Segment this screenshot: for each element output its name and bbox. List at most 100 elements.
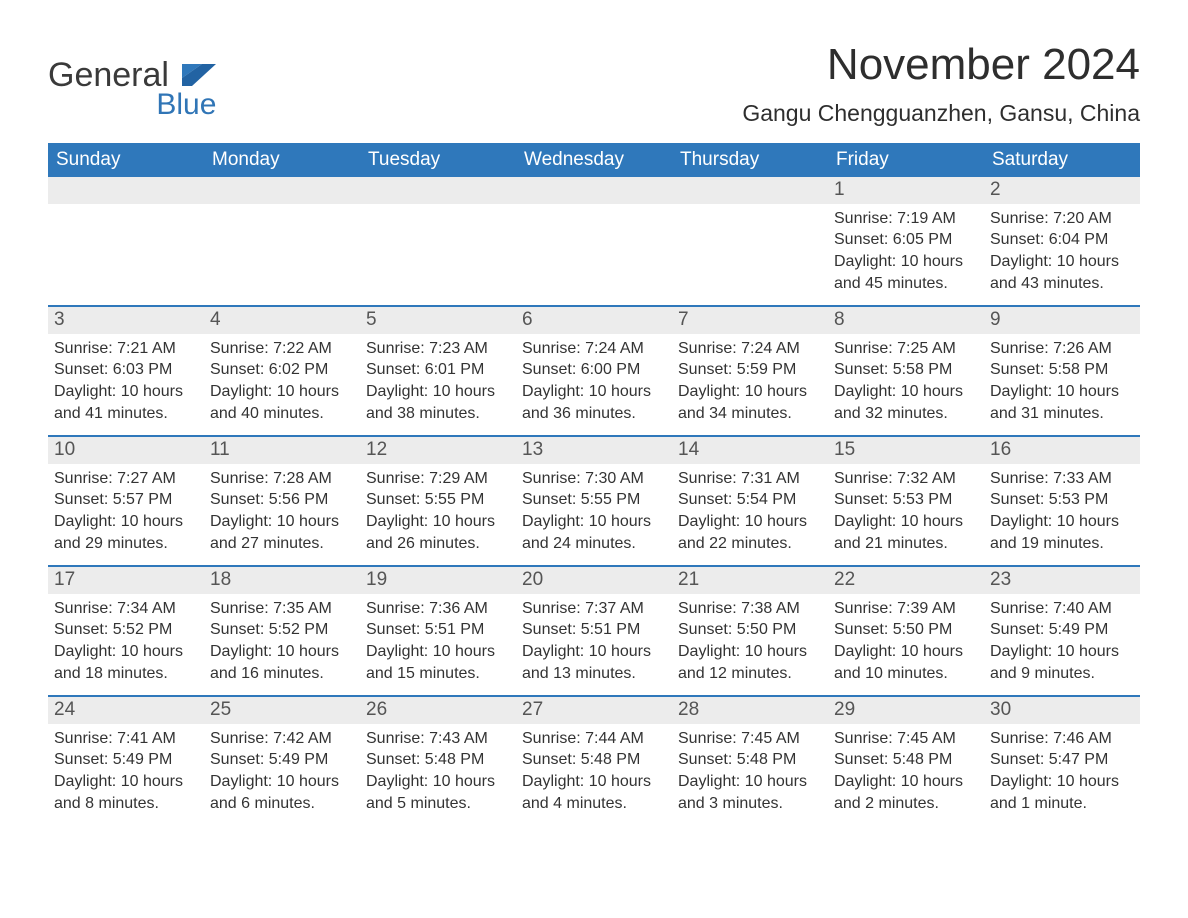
sunrise-line-label: Sunrise: [678, 470, 741, 487]
daylight-line: Daylight: 10 hours and 21 minutes. [834, 511, 978, 554]
sunset-line-value: 5:56 PM [269, 491, 329, 508]
sunrise-line: Sunrise: 7:28 AM [210, 468, 354, 490]
sunrise-line: Sunrise: 7:38 AM [678, 598, 822, 620]
daylight-line-label: Daylight: [366, 513, 433, 530]
sunrise-line-value: 7:39 AM [897, 600, 956, 617]
sunset-line: Sunset: 5:55 PM [366, 489, 510, 511]
day-cell: 15Sunrise: 7:32 AMSunset: 5:53 PMDayligh… [828, 436, 984, 566]
daylight-line: Daylight: 10 hours and 12 minutes. [678, 641, 822, 684]
sunset-line-value: 5:52 PM [269, 621, 329, 638]
sunrise-line-value: 7:37 AM [585, 600, 644, 617]
day-cell: 4Sunrise: 7:22 AMSunset: 6:02 PMDaylight… [204, 306, 360, 436]
week-row: 3Sunrise: 7:21 AMSunset: 6:03 PMDaylight… [48, 306, 1140, 436]
title-block: November 2024 Gangu Chengguanzhen, Gansu… [742, 40, 1140, 137]
sunset-line-label: Sunset: [210, 751, 269, 768]
sunrise-line: Sunrise: 7:36 AM [366, 598, 510, 620]
sunset-line-value: 6:01 PM [425, 361, 485, 378]
sunrise-line-value: 7:46 AM [1053, 730, 1112, 747]
daylight-line-label: Daylight: [210, 643, 277, 660]
daylight-line: Daylight: 10 hours and 16 minutes. [210, 641, 354, 684]
week-row: 17Sunrise: 7:34 AMSunset: 5:52 PMDayligh… [48, 566, 1140, 696]
sunset-line: Sunset: 5:52 PM [54, 619, 198, 641]
day-data: Sunrise: 7:23 AMSunset: 6:01 PMDaylight:… [360, 334, 516, 424]
day-number-bar [672, 177, 828, 204]
day-data: Sunrise: 7:44 AMSunset: 5:48 PMDaylight:… [516, 724, 672, 814]
sunset-line-value: 5:57 PM [113, 491, 173, 508]
day-data: Sunrise: 7:30 AMSunset: 5:55 PMDaylight:… [516, 464, 672, 554]
brand-word-2: Blue [126, 90, 216, 120]
sunset-line: Sunset: 5:51 PM [366, 619, 510, 641]
sunrise-line: Sunrise: 7:30 AM [522, 468, 666, 490]
sunrise-line-value: 7:34 AM [117, 600, 176, 617]
daylight-line-label: Daylight: [210, 513, 277, 530]
daylight-line: Daylight: 10 hours and 34 minutes. [678, 381, 822, 424]
sunset-line: Sunset: 6:01 PM [366, 359, 510, 381]
month-title: November 2024 [742, 40, 1140, 90]
day-cell: 22Sunrise: 7:39 AMSunset: 5:50 PMDayligh… [828, 566, 984, 696]
day-number: 20 [516, 567, 672, 594]
sunrise-line-label: Sunrise: [990, 730, 1053, 747]
day-cell: 25Sunrise: 7:42 AMSunset: 5:49 PMDayligh… [204, 696, 360, 825]
daylight-line-label: Daylight: [54, 773, 121, 790]
daylight-line-label: Daylight: [210, 773, 277, 790]
sunset-line: Sunset: 5:54 PM [678, 489, 822, 511]
day-data: Sunrise: 7:38 AMSunset: 5:50 PMDaylight:… [672, 594, 828, 684]
sunset-line-label: Sunset: [522, 621, 581, 638]
day-number: 11 [204, 437, 360, 464]
day-number: 22 [828, 567, 984, 594]
daylight-line: Daylight: 10 hours and 2 minutes. [834, 771, 978, 814]
sunset-line: Sunset: 6:00 PM [522, 359, 666, 381]
sunset-line-label: Sunset: [522, 361, 581, 378]
day-data: Sunrise: 7:29 AMSunset: 5:55 PMDaylight:… [360, 464, 516, 554]
sunrise-line: Sunrise: 7:20 AM [990, 208, 1134, 230]
sunrise-line-value: 7:22 AM [273, 340, 332, 357]
daylight-line-label: Daylight: [366, 383, 433, 400]
sunset-line: Sunset: 6:03 PM [54, 359, 198, 381]
sunset-line-label: Sunset: [990, 231, 1049, 248]
sunset-line: Sunset: 6:04 PM [990, 229, 1134, 251]
day-data: Sunrise: 7:34 AMSunset: 5:52 PMDaylight:… [48, 594, 204, 684]
sunrise-line-value: 7:26 AM [1053, 340, 1112, 357]
day-number: 19 [360, 567, 516, 594]
day-number: 18 [204, 567, 360, 594]
sunset-line-value: 6:05 PM [893, 231, 953, 248]
sunrise-line-value: 7:30 AM [585, 470, 644, 487]
sunrise-line: Sunrise: 7:40 AM [990, 598, 1134, 620]
calendar-page: General Blue November 2024 Gangu Chenggu… [0, 0, 1188, 873]
sunrise-line-value: 7:41 AM [117, 730, 176, 747]
day-number: 17 [48, 567, 204, 594]
sunset-line: Sunset: 5:49 PM [990, 619, 1134, 641]
sunrise-line-value: 7:20 AM [1053, 210, 1112, 227]
sunset-line-value: 5:49 PM [269, 751, 329, 768]
sunset-line-label: Sunset: [990, 751, 1049, 768]
day-header-row: SundayMondayTuesdayWednesdayThursdayFrid… [48, 143, 1140, 177]
day-data: Sunrise: 7:21 AMSunset: 6:03 PMDaylight:… [48, 334, 204, 424]
sunrise-line-value: 7:24 AM [585, 340, 644, 357]
sunset-line-label: Sunset: [54, 361, 113, 378]
sunset-line-value: 5:49 PM [113, 751, 173, 768]
day-number: 10 [48, 437, 204, 464]
sunrise-line: Sunrise: 7:39 AM [834, 598, 978, 620]
day-data: Sunrise: 7:32 AMSunset: 5:53 PMDaylight:… [828, 464, 984, 554]
daylight-line-label: Daylight: [522, 383, 589, 400]
week-row: 1Sunrise: 7:19 AMSunset: 6:05 PMDaylight… [48, 177, 1140, 306]
daylight-line-label: Daylight: [990, 643, 1057, 660]
day-cell: 3Sunrise: 7:21 AMSunset: 6:03 PMDaylight… [48, 306, 204, 436]
day-cell: 6Sunrise: 7:24 AMSunset: 6:00 PMDaylight… [516, 306, 672, 436]
day-number: 14 [672, 437, 828, 464]
day-number: 7 [672, 307, 828, 334]
day-number: 15 [828, 437, 984, 464]
daylight-line-label: Daylight: [54, 383, 121, 400]
sunset-line: Sunset: 5:48 PM [366, 749, 510, 771]
daylight-line: Daylight: 10 hours and 43 minutes. [990, 251, 1134, 294]
sunset-line-value: 6:04 PM [1049, 231, 1109, 248]
sunrise-line-value: 7:45 AM [741, 730, 800, 747]
sunrise-line-label: Sunrise: [834, 470, 897, 487]
sunrise-line-label: Sunrise: [990, 340, 1053, 357]
day-header: Sunday [48, 143, 204, 177]
sunset-line-label: Sunset: [54, 751, 113, 768]
day-data: Sunrise: 7:24 AMSunset: 6:00 PMDaylight:… [516, 334, 672, 424]
daylight-line: Daylight: 10 hours and 22 minutes. [678, 511, 822, 554]
sunrise-line-value: 7:35 AM [273, 600, 332, 617]
sunset-line-label: Sunset: [522, 751, 581, 768]
